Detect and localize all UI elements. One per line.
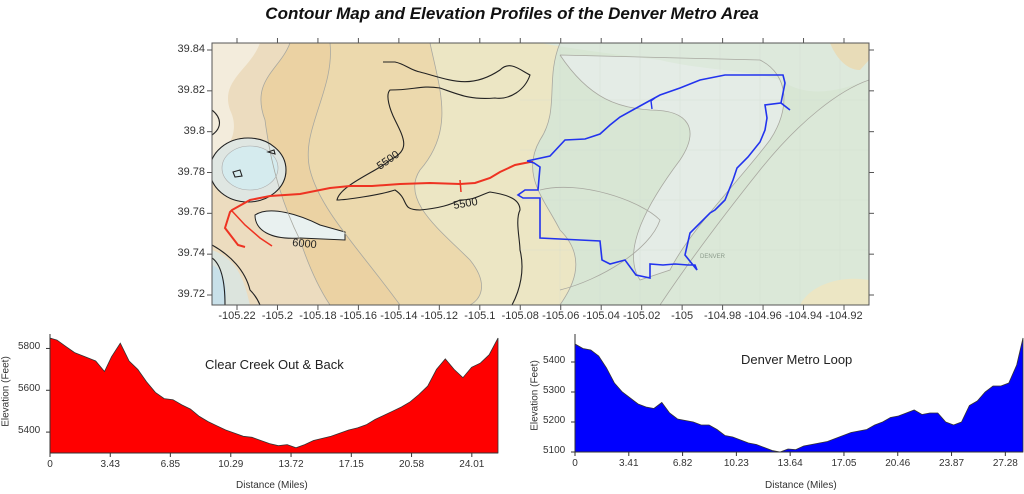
route-clear-creek xyxy=(223,161,533,248)
y-tick-label: 5300 xyxy=(543,385,566,396)
x-tick-label: 20.58 xyxy=(399,459,425,470)
x-tick-label: 23.87 xyxy=(939,458,965,469)
elevation-area xyxy=(574,337,1024,453)
map-x-tick-label: -105.14 xyxy=(380,310,418,322)
map-y-tick-label: 39.8 xyxy=(183,124,205,137)
map-y-tick-label: 39.84 xyxy=(177,43,205,55)
x-tick-label: 10.23 xyxy=(723,458,749,469)
map-x-tick-label: -105.16 xyxy=(339,310,378,322)
x-tick-label: 3.43 xyxy=(100,459,120,470)
map-x-tick-label: -105.1 xyxy=(464,310,496,322)
chart-title: Contour Map and Elevation Profiles of th… xyxy=(265,4,759,23)
map-x-tick-label: -104.92 xyxy=(825,310,863,322)
profile-title: Clear Creek Out & Back xyxy=(205,357,344,372)
x-tick-label: 13.64 xyxy=(777,458,803,469)
x-tick-label: 20.46 xyxy=(885,458,911,469)
x-tick-label: 6.85 xyxy=(160,459,181,470)
area-chart-red xyxy=(46,334,499,457)
elevation-area xyxy=(49,337,499,454)
map-y-tick-label: 39.76 xyxy=(177,206,205,219)
place-label-denver: DENVER xyxy=(700,254,726,260)
elevation-profile-denver-loop: Denver Metro Loop Elevation (Feet) Dista… xyxy=(512,330,1024,494)
map-y-tick-label: 39.72 xyxy=(177,288,205,300)
contour-map: 5500 5500 6000 DENVER 39.84 39.82 39.8 39.7… xyxy=(177,38,874,322)
contour-map-canvas: 5500 5500 6000 DENVER xyxy=(207,38,874,310)
y-tick-label: 5400 xyxy=(543,355,566,366)
contour-fills: 5500 5500 6000 DENVER xyxy=(212,43,869,305)
map-y-tick-label: 39.78 xyxy=(177,165,205,178)
contour-label: 5500 xyxy=(452,196,478,212)
map-x-tick-label: -104.98 xyxy=(703,310,742,322)
x-tick-label: 0 xyxy=(572,458,578,469)
x-tick-label: 24.01 xyxy=(459,459,485,470)
y-tick-label: 5100 xyxy=(543,445,566,456)
map-y-tick-label: 39.82 xyxy=(177,83,205,96)
map-x-tick-label: -104.96 xyxy=(744,310,782,322)
x-axis-label: Distance (Miles) xyxy=(236,480,308,491)
y-axis-label: Elevation (Feet) xyxy=(529,360,541,431)
map-x-tick-label: -105.06 xyxy=(542,310,580,322)
map-x-tick-label: -105.04 xyxy=(582,310,620,322)
route-denver-loop xyxy=(516,74,791,279)
map-y-tick-label: 39.74 xyxy=(177,247,205,260)
x-tick-label: 3.41 xyxy=(619,458,639,469)
x-tick-label: 6.82 xyxy=(672,458,693,469)
x-tick-label: 27.28 xyxy=(992,458,1018,469)
y-tick-label: 5400 xyxy=(18,425,41,437)
y-axis-label: Elevation (Feet) xyxy=(0,356,12,427)
map-x-tick-label: -104.94 xyxy=(784,310,823,322)
x-tick-label: 17.05 xyxy=(831,458,857,469)
y-tick-label: 5200 xyxy=(543,415,566,426)
map-x-tick-label: -105.12 xyxy=(420,310,458,322)
map-x-tick-label: -105.22 xyxy=(218,310,256,322)
map-x-tick-label: -105.02 xyxy=(623,310,661,322)
y-tick-label: 5600 xyxy=(18,383,41,395)
x-tick-label: 0 xyxy=(47,459,53,470)
map-x-tick-label: -105.08 xyxy=(501,310,539,322)
x-tick-label: 17.15 xyxy=(338,459,364,470)
map-x-tick-label: -105.18 xyxy=(299,310,337,322)
map-x-tick-label: -105.2 xyxy=(261,310,294,322)
profile-title: Denver Metro Loop xyxy=(741,352,853,367)
area-chart-blue xyxy=(571,334,1024,456)
map-x-tick-label: -105 xyxy=(671,310,694,322)
elevation-profile-clear-creek: Clear Creek Out & Back Elevation (Feet) … xyxy=(0,330,512,494)
x-tick-label: 13.72 xyxy=(278,459,304,470)
x-axis-label: Distance (Miles) xyxy=(765,480,837,491)
y-tick-label: 5800 xyxy=(18,341,41,353)
x-tick-label: 10.29 xyxy=(218,459,244,470)
map-frame xyxy=(211,42,870,306)
contour-label: 6000 xyxy=(292,237,317,251)
